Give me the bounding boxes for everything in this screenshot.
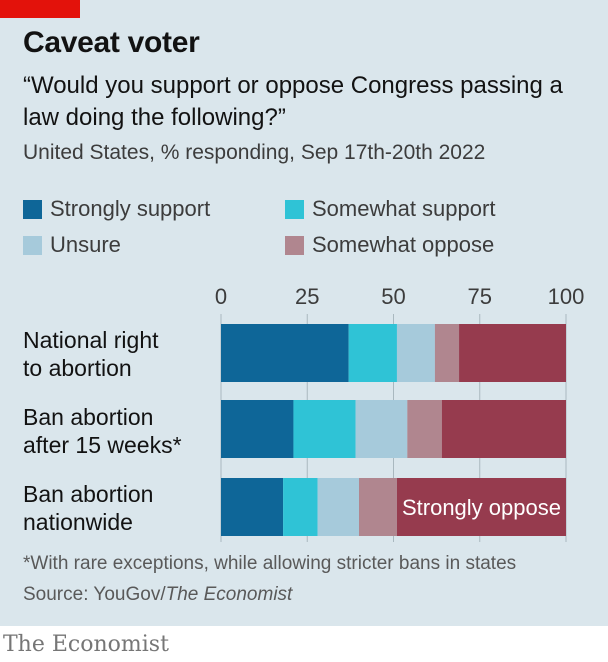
source-publication: The Economist — [165, 584, 293, 605]
bar-segment — [221, 400, 294, 458]
bar-segment — [221, 324, 349, 382]
source-prefix: Source: YouGov/ — [23, 584, 166, 605]
bar-segment — [359, 478, 397, 536]
bar-segment — [221, 478, 284, 536]
brand-tag — [0, 0, 80, 18]
legend-item-strongly-support: Strongly support — [23, 196, 210, 222]
bar-segment — [434, 324, 460, 382]
category-label-line: nationwide — [23, 509, 133, 535]
chart-panel: Caveat voter “Would you support or oppos… — [0, 0, 608, 626]
bar-segment — [355, 400, 408, 458]
legend-swatch — [285, 199, 304, 219]
category-label-line: National right — [23, 327, 159, 353]
legend-item-somewhat-support: Somewhat support — [285, 196, 495, 222]
bar-segment — [407, 400, 442, 458]
category-label-ban-15-weeks: Ban abortion after 15 weeks* — [23, 403, 182, 459]
category-label-ban-nationwide: Ban abortion nationwide — [23, 480, 153, 536]
legend-label: Unsure — [50, 232, 121, 257]
category-label-national-right: National right to abortion — [23, 326, 159, 382]
source-line: Source: YouGov/The Economist — [23, 584, 292, 606]
chart-description: United States, % responding, Sep 17th-20… — [23, 141, 486, 164]
category-label-line: Ban abortion — [23, 481, 154, 507]
bar-segment — [317, 478, 359, 536]
category-label-line: Ban abortion — [23, 404, 154, 430]
chart-subtitle: “Would you support or oppose Congress pa… — [23, 72, 563, 131]
footnote: *With rare exceptions, while allowing st… — [23, 553, 517, 574]
bar-chart: 0 25 50 75 100 Strongly oppose — [215, 284, 585, 542]
x-tick-label: 25 — [295, 284, 319, 309]
bar-segment — [293, 400, 356, 458]
bar-segment — [283, 478, 318, 536]
legend-item-unsure: Unsure — [23, 232, 121, 258]
legend-label: Somewhat oppose — [312, 232, 495, 257]
bar-segment — [396, 324, 435, 382]
chart-title: Caveat voter — [23, 26, 200, 59]
category-label-line: to abortion — [23, 355, 132, 381]
x-tick-label: 75 — [468, 284, 492, 309]
x-tick-label: 0 — [215, 284, 227, 309]
legend-item-somewhat-oppose: Somewhat oppose — [285, 232, 494, 258]
legend-label: Somewhat support — [312, 196, 496, 221]
legend-swatch — [285, 235, 304, 255]
bar-segment — [348, 324, 397, 382]
economist-logo: The Economist — [3, 632, 169, 657]
bar-segment — [441, 400, 566, 458]
category-label-line: after 15 weeks* — [23, 432, 182, 458]
x-tick-label: 50 — [381, 284, 405, 309]
legend-swatch — [23, 199, 42, 219]
x-tick-label: 100 — [548, 284, 585, 309]
bar-segment — [459, 324, 566, 382]
legend-swatch — [23, 235, 42, 255]
bar-segment — [396, 478, 566, 536]
annotation-label: Strongly oppose — [402, 495, 561, 520]
legend-label: Strongly support — [50, 196, 211, 221]
